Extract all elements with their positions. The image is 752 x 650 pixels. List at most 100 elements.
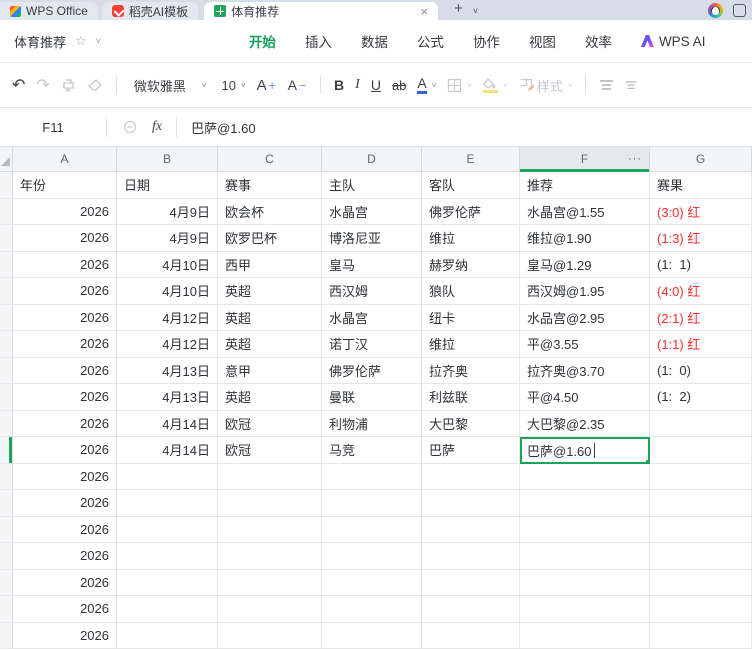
- row-header-12[interactable]: [0, 463, 13, 490]
- cell-A17[interactable]: 2026: [13, 596, 117, 623]
- cell-A18[interactable]: 2026: [13, 622, 117, 649]
- cell-A13[interactable]: 2026: [13, 490, 117, 517]
- cell-E12[interactable]: [422, 463, 520, 490]
- cell-B1[interactable]: 日期: [117, 172, 218, 199]
- eraser-icon[interactable]: [87, 78, 103, 92]
- cell-B2[interactable]: 4月9日: [117, 198, 218, 225]
- cell-B8[interactable]: 4月13日: [117, 357, 218, 384]
- cell-F8[interactable]: 拉齐奥@3.70: [520, 357, 650, 384]
- cell-C7[interactable]: 英超: [218, 331, 322, 358]
- cell-B4[interactable]: 4月10日: [117, 251, 218, 278]
- cell-E8[interactable]: 拉齐奥: [422, 357, 520, 384]
- cell-D12[interactable]: [322, 463, 422, 490]
- cell-D8[interactable]: 佛罗伦萨: [322, 357, 422, 384]
- bold-button[interactable]: B: [334, 77, 345, 93]
- cell-G1[interactable]: 赛果: [650, 172, 752, 199]
- cell-E13[interactable]: [422, 490, 520, 517]
- font-color-button[interactable]: A ˅: [417, 76, 436, 94]
- row-header-11[interactable]: [0, 437, 13, 464]
- cell-D10[interactable]: 利物浦: [322, 410, 422, 437]
- cell-E1[interactable]: 客队: [422, 172, 520, 199]
- cell-D16[interactable]: [322, 569, 422, 596]
- strikethrough-button[interactable]: ab: [391, 77, 407, 93]
- row-header-4[interactable]: [0, 251, 13, 278]
- cell-G2[interactable]: (3:0) 红: [650, 198, 752, 225]
- select-all-corner[interactable]: [0, 147, 13, 171]
- cell-E5[interactable]: 狼队: [422, 278, 520, 305]
- cell-G18[interactable]: [650, 622, 752, 649]
- column-header-A[interactable]: A: [13, 147, 117, 171]
- cell-G4[interactable]: (1: 1): [650, 251, 752, 278]
- cell-D15[interactable]: [322, 543, 422, 570]
- cell-D1[interactable]: 主队: [322, 172, 422, 199]
- cell-B3[interactable]: 4月9日: [117, 225, 218, 252]
- cell-A15[interactable]: 2026: [13, 543, 117, 570]
- row-header-18[interactable]: [0, 622, 13, 649]
- cell-D6[interactable]: 水晶宫: [322, 304, 422, 331]
- cell-C2[interactable]: 欧会杯: [218, 198, 322, 225]
- cell-F10[interactable]: 大巴黎@2.35: [520, 410, 650, 437]
- cell-A9[interactable]: 2026: [13, 384, 117, 411]
- cell-F11[interactable]: 巴萨@1.60: [520, 437, 650, 464]
- cell-E17[interactable]: [422, 596, 520, 623]
- cell-E18[interactable]: [422, 622, 520, 649]
- member-avatar-icon[interactable]: [708, 3, 723, 18]
- cell-C18[interactable]: [218, 622, 322, 649]
- redo-button[interactable]: ↷: [36, 77, 50, 94]
- cell-C5[interactable]: 英超: [218, 278, 322, 305]
- row-header-3[interactable]: [0, 225, 13, 252]
- cell-G16[interactable]: [650, 569, 752, 596]
- cell-B6[interactable]: 4月12日: [117, 304, 218, 331]
- insert-function-icon[interactable]: fx: [152, 119, 163, 134]
- cell-B15[interactable]: [117, 543, 218, 570]
- menu-formula[interactable]: 公式: [416, 35, 444, 50]
- row-header-17[interactable]: [0, 596, 13, 623]
- cell-A3[interactable]: 2026: [13, 225, 117, 252]
- zoom-minus-icon[interactable]: [123, 120, 138, 135]
- cell-C10[interactable]: 欧冠: [218, 410, 322, 437]
- tab-docer-templates[interactable]: 稻壳AI模板: [101, 2, 199, 20]
- row-header-5[interactable]: [0, 278, 13, 305]
- cell-G8[interactable]: (1: 0): [650, 357, 752, 384]
- cell-G7[interactable]: (1:1) 红: [650, 331, 752, 358]
- align-top-button[interactable]: [599, 79, 614, 92]
- cell-A1[interactable]: 年份: [13, 172, 117, 199]
- cell-B7[interactable]: 4月12日: [117, 331, 218, 358]
- row-header-15[interactable]: [0, 543, 13, 570]
- cell-E10[interactable]: 大巴黎: [422, 410, 520, 437]
- cell-G13[interactable]: [650, 490, 752, 517]
- cell-C13[interactable]: [218, 490, 322, 517]
- cell-D3[interactable]: 博洛尼亚: [322, 225, 422, 252]
- cell-G15[interactable]: [650, 543, 752, 570]
- row-header-2[interactable]: [0, 198, 13, 225]
- cell-F2[interactable]: 水晶宫@1.55: [520, 198, 650, 225]
- row-header-8[interactable]: [0, 357, 13, 384]
- cell-F5[interactable]: 西汉姆@1.95: [520, 278, 650, 305]
- fill-color-button[interactable]: ˅: [483, 77, 508, 93]
- cell-F18[interactable]: [520, 622, 650, 649]
- cell-A2[interactable]: 2026: [13, 198, 117, 225]
- cell-A16[interactable]: 2026: [13, 569, 117, 596]
- column-menu-dots-icon[interactable]: ···: [628, 153, 642, 165]
- cell-D9[interactable]: 曼联: [322, 384, 422, 411]
- format-painter-icon[interactable]: [61, 78, 76, 93]
- increase-font-button[interactable]: A ＋: [256, 76, 277, 94]
- cell-C4[interactable]: 西甲: [218, 251, 322, 278]
- cell-F3[interactable]: 维拉@1.90: [520, 225, 650, 252]
- italic-button[interactable]: I: [355, 77, 360, 92]
- cell-C3[interactable]: 欧罗巴杯: [218, 225, 322, 252]
- cell-G6[interactable]: (2:1) 红: [650, 304, 752, 331]
- cell-F6[interactable]: 水品宫@2.95: [520, 304, 650, 331]
- cell-A11[interactable]: 2026: [13, 437, 117, 464]
- cell-E6[interactable]: 纽卡: [422, 304, 520, 331]
- cell-D7[interactable]: 诺丁汉: [322, 331, 422, 358]
- cell-C12[interactable]: [218, 463, 322, 490]
- cell-A5[interactable]: 2026: [13, 278, 117, 305]
- menu-view[interactable]: 视图: [528, 35, 556, 50]
- cell-G9[interactable]: (1: 2): [650, 384, 752, 411]
- title-chevron-icon[interactable]: ˅: [95, 36, 101, 46]
- cell-F12[interactable]: [520, 463, 650, 490]
- cell-A7[interactable]: 2026: [13, 331, 117, 358]
- borders-button[interactable]: ˅: [447, 78, 472, 93]
- cell-G17[interactable]: [650, 596, 752, 623]
